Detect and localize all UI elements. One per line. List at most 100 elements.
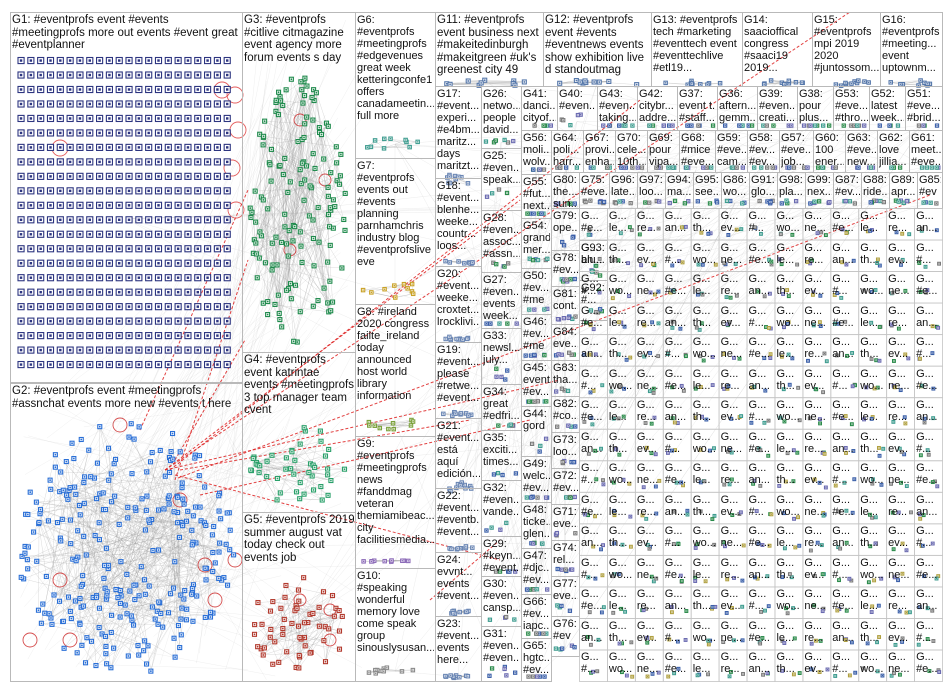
- node-core: [289, 467, 292, 470]
- edge: [32, 376, 365, 510]
- node-core: [897, 124, 899, 127]
- node-core: [127, 218, 131, 222]
- node-core: [147, 348, 150, 352]
- node-core: [59, 247, 62, 250]
- edge: [60, 540, 184, 600]
- edge: [284, 619, 287, 652]
- node-core: [565, 278, 568, 281]
- node-core: [853, 124, 856, 127]
- node-core: [318, 126, 321, 129]
- node-core: [258, 133, 261, 136]
- node-core: [78, 348, 82, 352]
- node-core: [550, 124, 552, 127]
- node-core: [117, 596, 119, 599]
- edge: [286, 613, 314, 652]
- node-core: [285, 584, 287, 587]
- edge: [267, 208, 328, 304]
- node-core: [78, 233, 82, 236]
- node-core: [157, 276, 160, 279]
- node-core: [49, 290, 52, 294]
- node-core: [167, 204, 170, 207]
- node-core: [329, 206, 332, 209]
- node-core: [803, 124, 805, 127]
- node-core: [24, 552, 26, 554]
- edge: [60, 537, 187, 620]
- edge: [734, 124, 852, 204]
- edge: [83, 522, 178, 607]
- node-core: [29, 204, 33, 207]
- node-core: [118, 102, 121, 106]
- node-core: [279, 164, 281, 167]
- edge: [271, 455, 323, 501]
- edge: [125, 511, 188, 606]
- edge: [272, 219, 314, 244]
- node-core: [48, 612, 50, 615]
- edge: [50, 542, 194, 619]
- node-core: [59, 73, 62, 77]
- node-core: [569, 278, 572, 280]
- node-core: [108, 131, 111, 135]
- edge: [108, 448, 147, 473]
- node-core: [176, 117, 180, 120]
- node-core: [589, 200, 592, 202]
- node-core: [279, 100, 282, 102]
- node-core: [88, 131, 91, 135]
- edge: [166, 163, 363, 413]
- edge: [96, 595, 182, 609]
- node-core: [263, 120, 266, 122]
- edge: [117, 471, 147, 598]
- node-core: [167, 131, 170, 135]
- node-core: [105, 662, 108, 665]
- node-core: [557, 353, 560, 355]
- edge: [120, 506, 196, 562]
- edge: [108, 525, 183, 566]
- edge: [488, 83, 624, 204]
- node-core: [309, 652, 311, 654]
- node-core: [449, 261, 451, 264]
- edge: [457, 121, 578, 339]
- node-core: [196, 348, 199, 352]
- node-core: [88, 102, 91, 106]
- node-core: [332, 199, 335, 201]
- edge: [152, 550, 174, 589]
- node-core: [88, 233, 91, 236]
- node-core: [98, 290, 101, 294]
- node-core: [62, 620, 65, 623]
- node-core: [497, 472, 499, 474]
- node-core: [555, 390, 557, 393]
- edge: [500, 124, 852, 143]
- node-core: [217, 577, 220, 580]
- node-core: [137, 363, 141, 366]
- edge: [106, 510, 137, 596]
- node-core: [49, 175, 52, 178]
- edge: [162, 451, 181, 628]
- node-core: [561, 241, 563, 243]
- node-core: [39, 88, 42, 91]
- node-core: [108, 319, 111, 323]
- node-core: [19, 218, 23, 222]
- node-core: [320, 133, 323, 136]
- edge: [261, 235, 279, 296]
- node-core: [699, 83, 701, 86]
- edge: [146, 471, 201, 508]
- node-core: [532, 259, 534, 261]
- node-core: [19, 102, 23, 106]
- edge: [363, 289, 385, 291]
- edge: [564, 166, 698, 500]
- node-core: [49, 102, 52, 106]
- node-core: [59, 471, 62, 473]
- node-core: [206, 319, 209, 323]
- node-core: [147, 305, 150, 308]
- node-core: [196, 218, 199, 222]
- node-core: [448, 336, 451, 338]
- edge: [281, 210, 331, 327]
- node-core: [503, 668, 506, 670]
- node-core: [147, 88, 150, 91]
- node-core: [181, 486, 183, 489]
- edge: [254, 193, 346, 240]
- node-core: [326, 468, 329, 470]
- node-core: [179, 451, 181, 453]
- edge: [457, 262, 537, 339]
- edge: [146, 542, 220, 665]
- edge: [313, 89, 331, 173]
